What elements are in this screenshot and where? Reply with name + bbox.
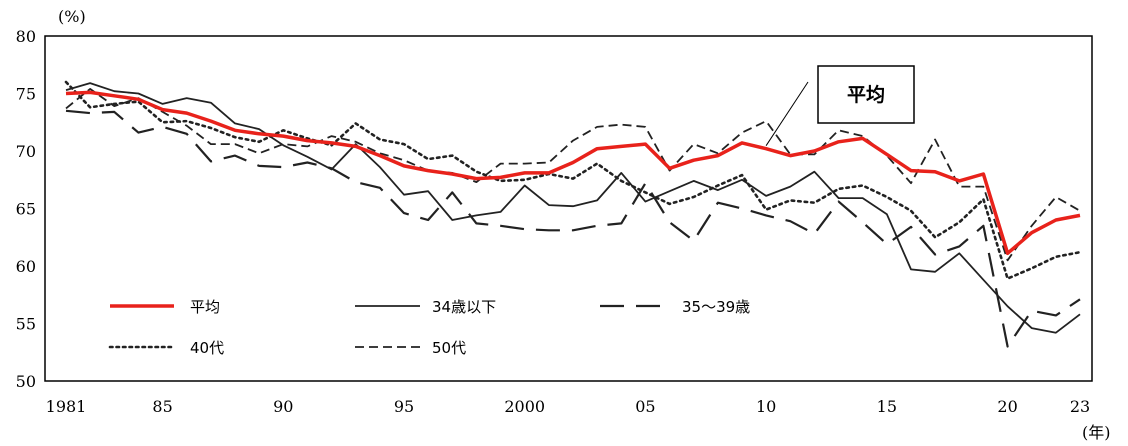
x-tick-label: 15	[877, 397, 897, 416]
series-line-2	[65, 109, 1081, 348]
x-tick-label: 90	[273, 397, 293, 416]
y-tick-label: 80	[16, 27, 36, 46]
annotation-callout: 平均	[765, 65, 915, 146]
x-axis: 1981 85 90 95 2000 05 10 15 20 23	[46, 397, 1091, 416]
x-tick-label: 10	[756, 397, 776, 416]
x-axis-unit: (年)	[1082, 423, 1111, 442]
y-tick-label: 60	[16, 257, 36, 276]
x-tick-label: 95	[394, 397, 414, 416]
series-line-3	[64, 80, 1082, 280]
x-tick-label: 1981	[46, 397, 87, 416]
callout-text: 平均	[847, 83, 885, 106]
x-tick-label: 05	[635, 397, 655, 416]
plot-frame	[44, 35, 1093, 382]
legend-label-35: 35～39歳	[682, 298, 750, 316]
callout-box	[817, 65, 915, 124]
callout-leader-line	[765, 81, 809, 146]
series-line-4	[65, 88, 1081, 262]
x-tick-label: 2000	[504, 397, 545, 416]
y-tick-label: 75	[16, 85, 36, 104]
legend-label-34: 34歳以下	[432, 298, 496, 316]
legend: 平均 34歳以下 35～39歳 40代 50代	[108, 298, 750, 357]
series-lines	[64, 80, 1082, 348]
series-line-0	[65, 90, 1081, 256]
y-axis-label: (%)	[58, 7, 86, 26]
x-tick-label: 85	[152, 397, 172, 416]
legend-label-50: 50代	[432, 339, 466, 357]
y-tick-label: 65	[16, 200, 36, 219]
y-tick-label: 55	[16, 315, 36, 334]
y-tick-label: 50	[16, 372, 36, 391]
series-line-1	[65, 82, 1081, 334]
legend-label-40: 40代	[190, 339, 224, 357]
y-tick-label: 70	[16, 142, 36, 161]
x-tick-label: 20	[997, 397, 1017, 416]
x-tick-label: 23	[1070, 397, 1090, 416]
legend-label-avg: 平均	[190, 298, 220, 316]
y-axis: 50 55 60 65 70 75 80	[16, 27, 36, 391]
